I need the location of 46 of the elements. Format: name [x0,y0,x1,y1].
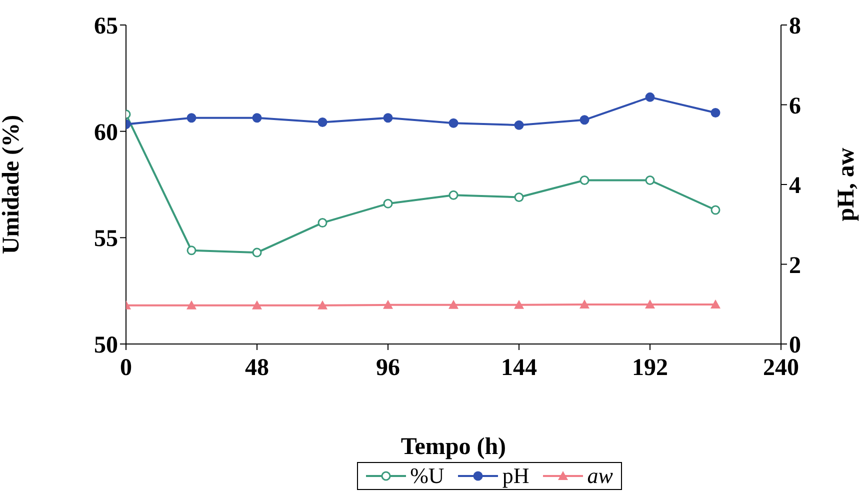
point [186,246,196,256]
y-axis-title: Umidade (%) [0,114,25,254]
y2-axis-title: pH, aw [834,147,860,222]
x-tick-label: 96 [376,355,400,382]
y2-tick-label: 4 [789,173,801,200]
point [710,300,720,309]
point [383,198,393,208]
point [514,192,524,202]
point [186,300,196,310]
point [383,300,393,309]
point [318,300,328,310]
point [318,118,328,128]
point [252,300,262,310]
x-tick-label: 192 [632,355,668,382]
point [252,248,262,258]
y-tick-label: 50 [94,332,118,359]
point [448,300,458,309]
legend-label: pH [502,463,530,489]
y-tick-label: 60 [94,120,118,146]
y2-tick-label: 6 [789,93,801,120]
point [514,120,524,130]
x-tick-label: 48 [245,355,269,382]
y-tick-label: 65 [94,14,118,40]
point [186,113,196,123]
x-tick-label: 144 [501,355,537,382]
legend-label: aw [587,463,613,489]
x-axis-title: Tempo (h) [400,434,506,460]
point [580,300,590,309]
legend-label: %U [410,463,444,489]
point [318,218,328,228]
point [448,190,458,200]
point [645,92,655,102]
point [580,115,590,125]
point [710,205,720,215]
point [252,113,262,123]
point [710,108,720,118]
point [383,113,393,123]
y-tick-label: 55 [94,226,118,252]
x-tick-label: 0 [120,355,132,382]
point [580,175,590,185]
y2-tick-label: 8 [789,14,801,40]
point [514,300,524,309]
point [448,118,458,128]
point [645,175,655,185]
point [645,300,655,309]
y2-tick-label: 2 [789,252,801,279]
